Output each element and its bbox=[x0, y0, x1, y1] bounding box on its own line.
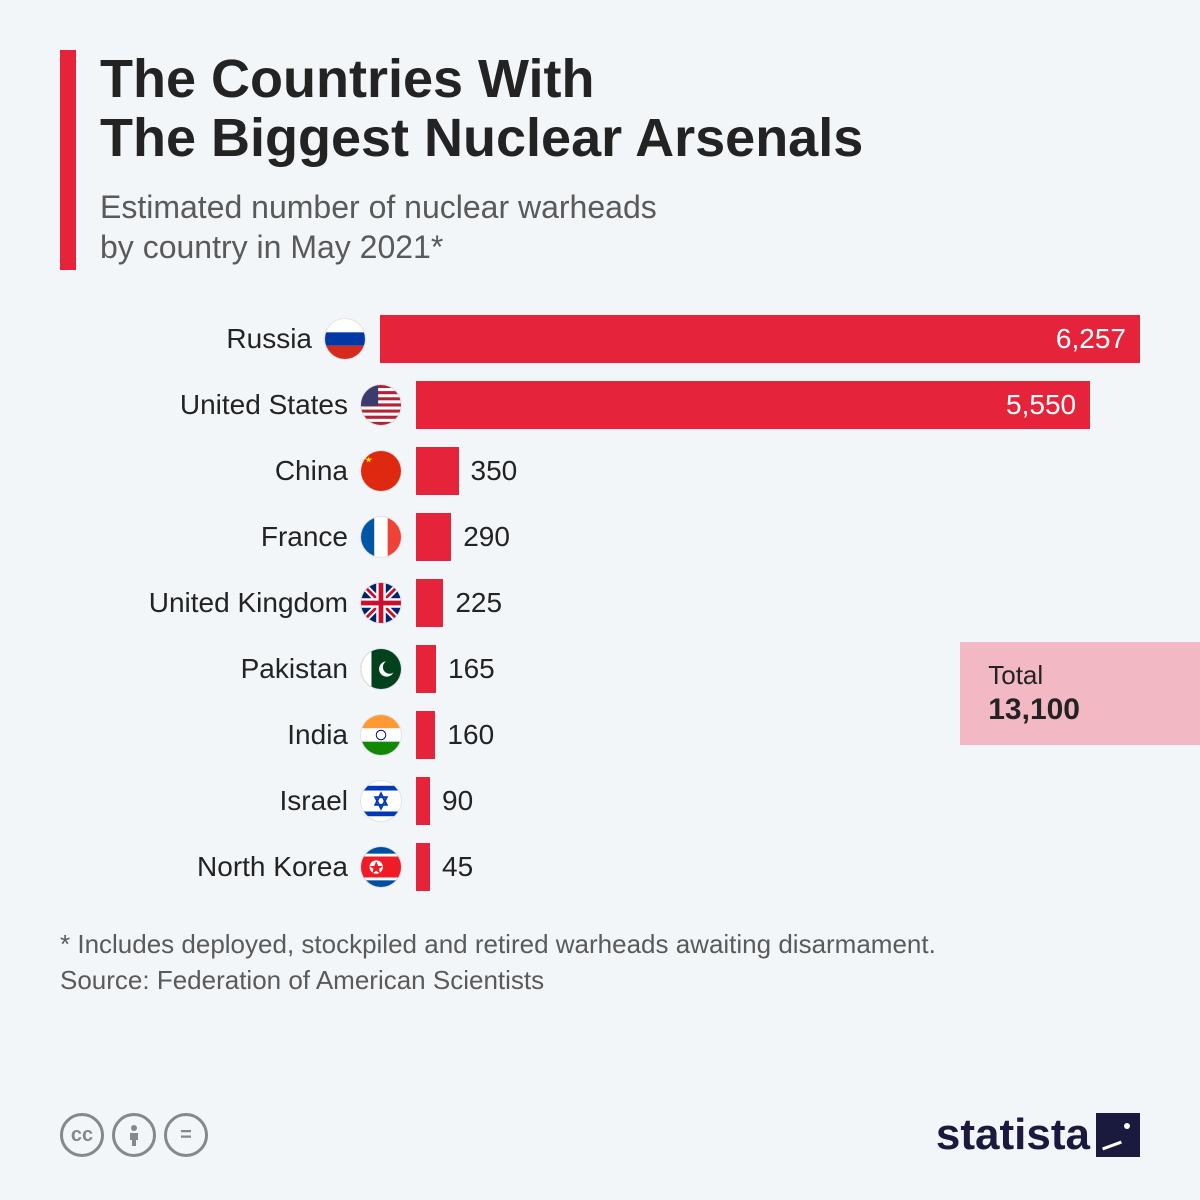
chart-row: Russia 6,257 bbox=[100, 310, 1140, 368]
chart-row: United States 5,550 bbox=[100, 376, 1140, 434]
bar-wrap: 90 bbox=[416, 777, 1140, 825]
bar-value: 350 bbox=[471, 455, 518, 487]
bar-wrap: 6,257 bbox=[380, 315, 1140, 363]
chart-row: North Korea 45 bbox=[100, 838, 1140, 896]
flag-icon bbox=[360, 582, 402, 624]
subtitle-line-2: by country in May 2021* bbox=[100, 229, 443, 265]
country-label: India bbox=[100, 719, 360, 751]
flag-icon bbox=[360, 714, 402, 756]
chart-subtitle: Estimated number of nuclear warheads by … bbox=[100, 187, 1140, 267]
nd-icon: = bbox=[164, 1113, 208, 1157]
chart-row: France 290 bbox=[100, 508, 1140, 566]
bar-value: 45 bbox=[442, 851, 473, 883]
country-label: North Korea bbox=[100, 851, 360, 883]
bar bbox=[416, 645, 436, 693]
total-label: Total bbox=[988, 660, 1080, 691]
cc-license-icons: cc = bbox=[60, 1113, 208, 1157]
title-line-1: The Countries With bbox=[100, 49, 595, 109]
chart-title: The Countries With The Biggest Nuclear A… bbox=[100, 50, 1140, 169]
by-icon bbox=[112, 1113, 156, 1157]
logo-text: statista bbox=[936, 1110, 1090, 1160]
flag-icon bbox=[360, 516, 402, 558]
footnote-line-1: * Includes deployed, stockpiled and reti… bbox=[60, 929, 936, 959]
bar bbox=[416, 843, 430, 891]
flag-icon bbox=[360, 780, 402, 822]
footnote-line-2: Source: Federation of American Scientist… bbox=[60, 965, 544, 995]
bar bbox=[416, 579, 443, 627]
header: The Countries With The Biggest Nuclear A… bbox=[60, 50, 1140, 270]
country-label: United States bbox=[100, 389, 360, 421]
bar bbox=[416, 447, 459, 495]
flag-icon bbox=[360, 648, 402, 690]
logo-icon bbox=[1096, 1113, 1140, 1157]
flag-icon bbox=[324, 318, 366, 360]
flag-icon bbox=[360, 450, 402, 492]
country-label: Pakistan bbox=[100, 653, 360, 685]
cc-icon: cc bbox=[60, 1113, 104, 1157]
bar-wrap: 290 bbox=[416, 513, 1140, 561]
bar: 6,257 bbox=[380, 315, 1140, 363]
chart-row: United Kingdom 225 bbox=[100, 574, 1140, 632]
country-label: Russia bbox=[100, 323, 324, 355]
bar-value: 225 bbox=[455, 587, 502, 619]
bar-value: 160 bbox=[447, 719, 494, 751]
country-label: China bbox=[100, 455, 360, 487]
subtitle-line-1: Estimated number of nuclear warheads bbox=[100, 189, 657, 225]
bar-value: 6,257 bbox=[1056, 323, 1126, 355]
chart-row: India 160 bbox=[100, 706, 1140, 764]
title-line-2: The Biggest Nuclear Arsenals bbox=[100, 108, 863, 168]
flag-icon bbox=[360, 384, 402, 426]
chart-row: Israel 90 bbox=[100, 772, 1140, 830]
bar-wrap: 160 bbox=[416, 711, 1140, 759]
bar-wrap: 350 bbox=[416, 447, 1140, 495]
bar: 5,550 bbox=[416, 381, 1090, 429]
bar bbox=[416, 711, 435, 759]
footnote: * Includes deployed, stockpiled and reti… bbox=[60, 926, 1140, 999]
country-label: Israel bbox=[100, 785, 360, 817]
bar bbox=[416, 513, 451, 561]
flag-icon bbox=[360, 846, 402, 888]
bar-wrap: 225 bbox=[416, 579, 1140, 627]
footer: cc = statista bbox=[60, 1110, 1140, 1160]
country-label: France bbox=[100, 521, 360, 553]
header-text: The Countries With The Biggest Nuclear A… bbox=[100, 50, 1140, 267]
bar-chart: Russia 6,257 United States 5,550 China 3… bbox=[100, 310, 1140, 896]
bar-wrap: 45 bbox=[416, 843, 1140, 891]
accent-bar bbox=[60, 50, 76, 270]
country-label: United Kingdom bbox=[100, 587, 360, 619]
bar bbox=[416, 777, 430, 825]
bar-value: 290 bbox=[463, 521, 510, 553]
bar-value: 90 bbox=[442, 785, 473, 817]
bar-value: 165 bbox=[448, 653, 495, 685]
statista-logo: statista bbox=[936, 1110, 1140, 1160]
bar-value: 5,550 bbox=[1006, 389, 1076, 421]
chart-row: China 350 bbox=[100, 442, 1140, 500]
bar-wrap: 5,550 bbox=[416, 381, 1140, 429]
